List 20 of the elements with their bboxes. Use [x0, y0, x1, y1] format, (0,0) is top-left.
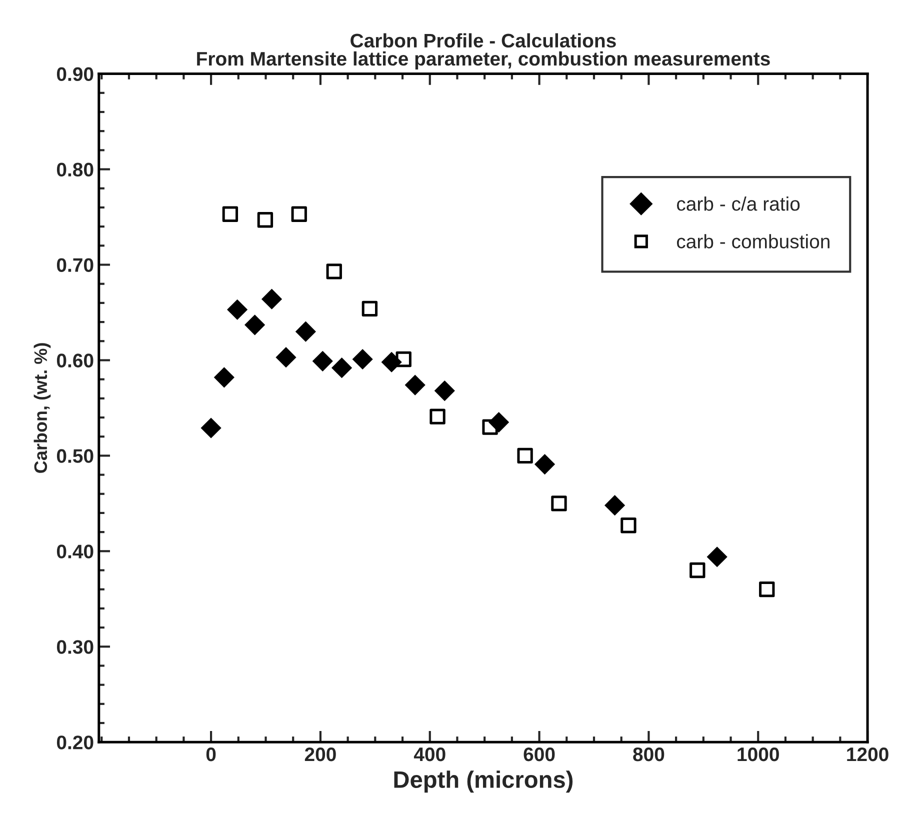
y-tick-label: 0.50 — [56, 449, 94, 463]
x-tick-label: 400 — [414, 747, 446, 762]
y-tick-label: 0.30 — [56, 640, 94, 654]
x-tick-label: 600 — [524, 747, 555, 762]
x-tick-label: 0 — [206, 747, 216, 762]
y-tick-label: 0.80 — [56, 162, 94, 177]
x-tick-label: 1000 — [738, 747, 779, 762]
y-axis-title: Carbon, (wt. %) — [34, 343, 51, 473]
x-tick-label: 200 — [304, 747, 336, 762]
y-tick-label: 0.40 — [56, 544, 94, 558]
chart-title: Carbon Profile - Calculations From Martensite lattice parameter, combustion measurements — [197, 33, 770, 70]
x-tick-label: 800 — [633, 747, 664, 762]
x-tick-label: 1200 — [847, 747, 888, 762]
y-tick-label: 0.60 — [56, 354, 94, 368]
y-tick-label: 0.70 — [56, 258, 94, 272]
legend-label: carb - combustion — [676, 234, 830, 248]
x-axis-title: Depth (microns) — [394, 770, 573, 793]
y-tick-label: 0.20 — [56, 736, 94, 750]
legend-label: carb - c/a ratio — [676, 196, 800, 211]
y-tick-label: 0.90 — [56, 67, 94, 82]
